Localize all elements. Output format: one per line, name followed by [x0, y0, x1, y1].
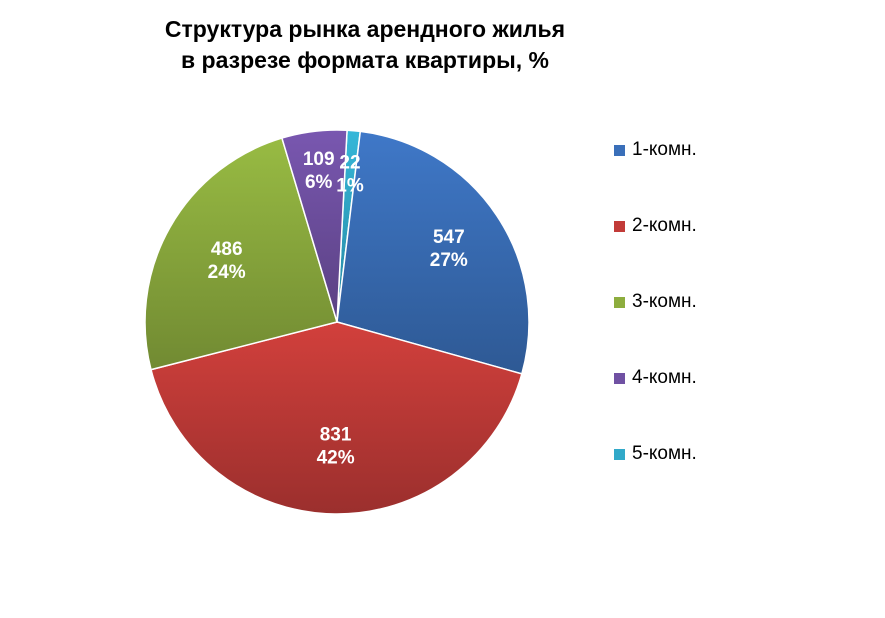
legend-swatch-3	[614, 296, 625, 308]
legend-label-4: 4-комн.	[632, 367, 697, 388]
pie-slices	[144, 129, 530, 515]
data-label-percent-4: 6%	[305, 172, 333, 193]
data-label-value-2: 831	[320, 424, 352, 445]
legend-item-3: 3-комн.	[614, 290, 697, 314]
data-label-percent-2: 42%	[317, 447, 355, 468]
legend-swatch-5	[614, 448, 625, 460]
legend-swatch-2	[614, 220, 625, 232]
legend-swatch-1	[614, 144, 625, 156]
pie-slice-1	[336, 130, 530, 375]
data-label-percent-3: 24%	[208, 262, 246, 283]
legend-label-2: 2-комн.	[632, 215, 697, 236]
chart-title-line-1: Структура рынка арендного жилья	[164, 16, 566, 42]
legend-label-1: 1-комн.	[632, 139, 697, 160]
data-label-percent-5: 1%	[336, 175, 364, 196]
pie-slice-4	[280, 129, 348, 323]
data-label-value-4: 109	[303, 149, 335, 170]
legend-item-1: 1-комн.	[614, 138, 697, 162]
legend-label-5: 5-комн.	[632, 443, 697, 464]
legend-item-4: 4-комн.	[614, 366, 697, 390]
data-label-value-5: 22	[339, 152, 360, 173]
legend-swatch-4	[614, 372, 625, 384]
chart-title: Структура рынка арендного жилья в разрез…	[60, 14, 670, 76]
pie-slice-3	[144, 137, 338, 371]
data-label-value-3: 486	[211, 239, 243, 260]
data-label-percent-1: 27%	[430, 250, 468, 271]
chart-title-line-2: в разрезе формата квартиры, %	[180, 47, 549, 73]
legend-label-3: 3-комн.	[632, 291, 697, 312]
legend-item-5: 5-комн.	[614, 442, 697, 466]
data-label-value-1: 547	[433, 227, 465, 248]
legend-item-2: 2-комн.	[614, 214, 697, 238]
pie-slice-2	[150, 321, 523, 515]
